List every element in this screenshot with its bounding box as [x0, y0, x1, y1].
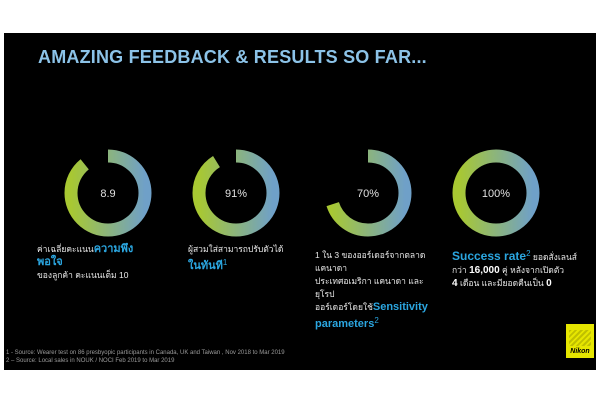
caption-4-footnote-ref: 2: [526, 249, 531, 258]
caption-3-text-c: ออร์เดอร์โดยใช้: [315, 302, 373, 312]
donut-value-label-1: 8.9: [100, 188, 115, 200]
donut-arc-3: [324, 149, 412, 237]
caption-2-footnote-ref: 1: [222, 258, 228, 267]
slide-title: AMAZING FEEDBACK & RESULTS SO FAR...: [38, 47, 427, 67]
caption-4-months: 4: [452, 277, 458, 289]
caption-1-highlight: ความพึงพอใจ: [37, 243, 134, 268]
caption-4-text-c: คู่ หลังจากเปิดตัว: [502, 264, 565, 275]
caption-3-text-a: 1 ใน 3 ของออร์เดอร์จากตลาดแคนาดา: [315, 250, 426, 273]
caption-2-text-a: ผู้สวมใส่สามารถปรับตัวได้: [188, 244, 284, 254]
caption-3-text-b: ประเทศอเมริกา แคนาดา และ ยุโรป: [315, 276, 424, 299]
caption-2-highlight: ในทันที: [188, 259, 223, 272]
caption-4-text-e: เดือน และมียอดคืนเป็น: [459, 277, 544, 288]
caption-satisfaction: ค่าเฉลี่ยคะแนนความพึงพอใจ ของลูกค้า คะแน…: [37, 243, 155, 282]
caption-adaptation: ผู้สวมใส่สามารถปรับตัวได้ ในทันที1: [188, 243, 306, 273]
caption-4-text-b: กว่า: [452, 264, 467, 275]
caption-sensitivity: 1 ใน 3 ของออร์เดอร์จากตลาดแคนาดา ประเทศอ…: [315, 249, 445, 331]
caption-4-returns: 0: [546, 277, 552, 289]
caption-4-text-a: ยอดสั่งเลนส์: [532, 251, 577, 262]
donut-arc-1: [64, 149, 152, 237]
slide: AMAZING FEEDBACK & RESULTS SO FAR... 8.9…: [4, 33, 596, 370]
donut-arc-2: [192, 149, 280, 237]
logo-mark-icon: [569, 330, 591, 346]
caption-1-text-b: ของลูกค้า คะแนนเต็ม 10: [37, 270, 129, 280]
donut-value-label-3: 70%: [357, 188, 379, 200]
donut-value-label-2: 91%: [225, 188, 247, 200]
donut-value-label-4: 100%: [482, 188, 510, 200]
caption-success-rate: Success rate2 ยอดสั่งเลนส์ กว่า 16,000 ค…: [452, 247, 592, 290]
caption-4-number: 16,000: [469, 264, 500, 276]
footnotes: 1 - Source: Wearer test on 86 presbyopic…: [6, 349, 285, 365]
footnote-2: 2 – Source: Local sales in NOUK / NOCI F…: [6, 358, 175, 364]
logo-text: Nikon: [570, 348, 590, 355]
donut-arc-4: [452, 149, 540, 237]
caption-1-text-a: ค่าเฉลี่ยคะแนน: [37, 244, 94, 254]
caption-3-footnote-ref: 2: [374, 316, 379, 325]
caption-4-highlight: Success rate: [452, 248, 527, 263]
footnote-1: 1 - Source: Wearer test on 86 presbyopic…: [6, 350, 285, 356]
nikon-logo: Nikon: [566, 324, 594, 358]
caption-3-highlight: Sensitivity parameters: [315, 301, 428, 330]
donut-charts: 8.9 91% 70% 100%: [64, 149, 540, 237]
